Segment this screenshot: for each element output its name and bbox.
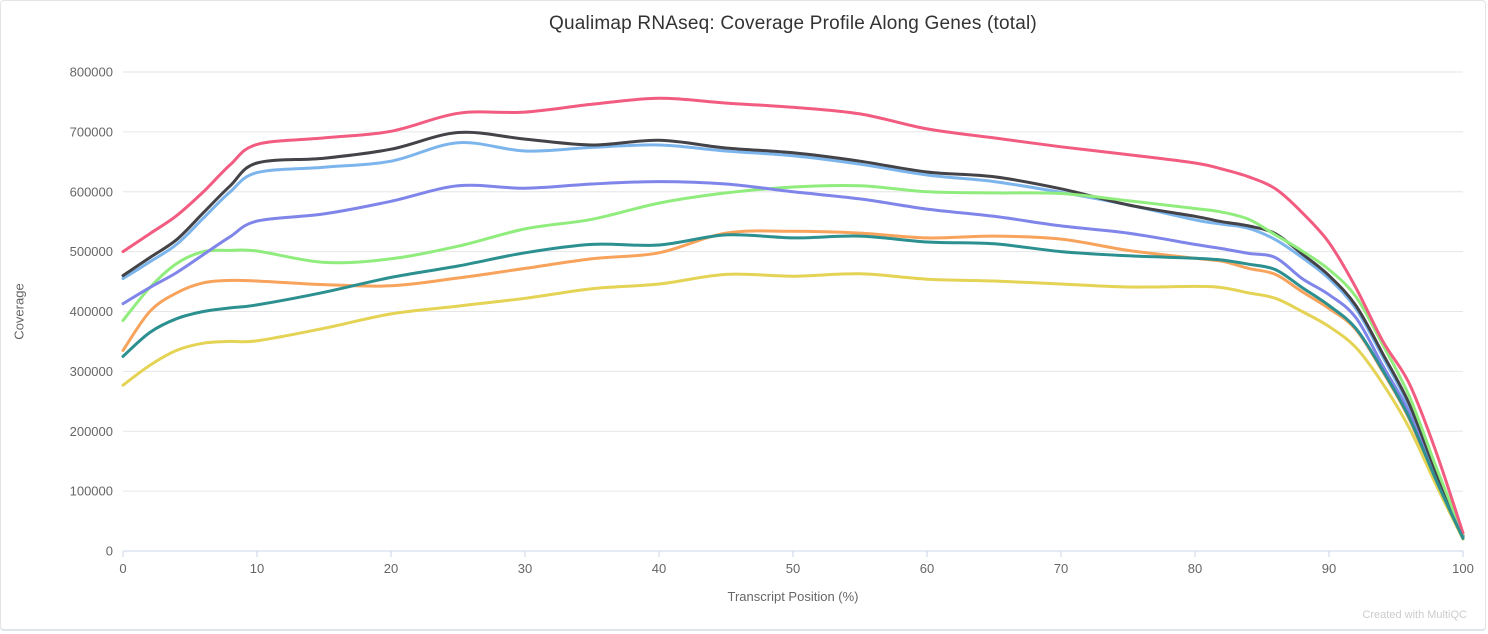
x-tick-label: 20 <box>384 561 398 576</box>
series-line-series-3 <box>121 183 1465 536</box>
y-tick-label: 0 <box>106 544 113 559</box>
x-tick-label: 40 <box>652 561 666 576</box>
y-tick-label: 200000 <box>70 424 113 439</box>
series-line-series-4 <box>121 229 1465 540</box>
x-tick-label: 80 <box>1188 561 1202 576</box>
series-line-series-2 <box>121 130 1465 538</box>
x-tick-label: 90 <box>1322 561 1336 576</box>
chart-title: Qualimap RNAseq: Coverage Profile Along … <box>549 13 1037 34</box>
y-tick-labels: 0 100000 200000 300000 400000 500000 600000 700… <box>70 65 113 559</box>
y-tick-label: 600000 <box>70 184 113 199</box>
x-tick-labels: 0 10 20 30 40 50 60 70 80 90 100 <box>119 561 1473 576</box>
series-line-series-6 <box>121 96 1465 535</box>
x-axis <box>122 550 1464 557</box>
y-tick-label: 700000 <box>70 124 113 139</box>
y-tick-label: 400000 <box>70 304 113 319</box>
series-line-series-5 <box>121 180 1465 540</box>
series-lines <box>121 96 1465 541</box>
series-line-series-1 <box>121 141 1465 539</box>
series-line-series-8 <box>121 233 1465 540</box>
x-tick-label: 100 <box>1452 561 1474 576</box>
y-tick-label: 100000 <box>70 484 113 499</box>
x-tick-label: 50 <box>786 561 800 576</box>
y-gridlines <box>123 71 1463 552</box>
x-tick-label: 0 <box>119 561 126 576</box>
series-line-series-7 <box>121 272 1465 541</box>
x-axis-title: Transcript Position (%) <box>727 589 859 604</box>
x-tick-label: 60 <box>920 561 934 576</box>
y-tick-label: 800000 <box>70 65 113 80</box>
multiqc-watermark: Created with MultiQC <box>1362 609 1467 621</box>
y-tick-label: 300000 <box>70 364 113 379</box>
x-tick-label: 30 <box>518 561 532 576</box>
x-tick-label: 10 <box>250 561 264 576</box>
x-tick-label: 70 <box>1054 561 1068 576</box>
y-tick-label: 500000 <box>70 244 113 259</box>
